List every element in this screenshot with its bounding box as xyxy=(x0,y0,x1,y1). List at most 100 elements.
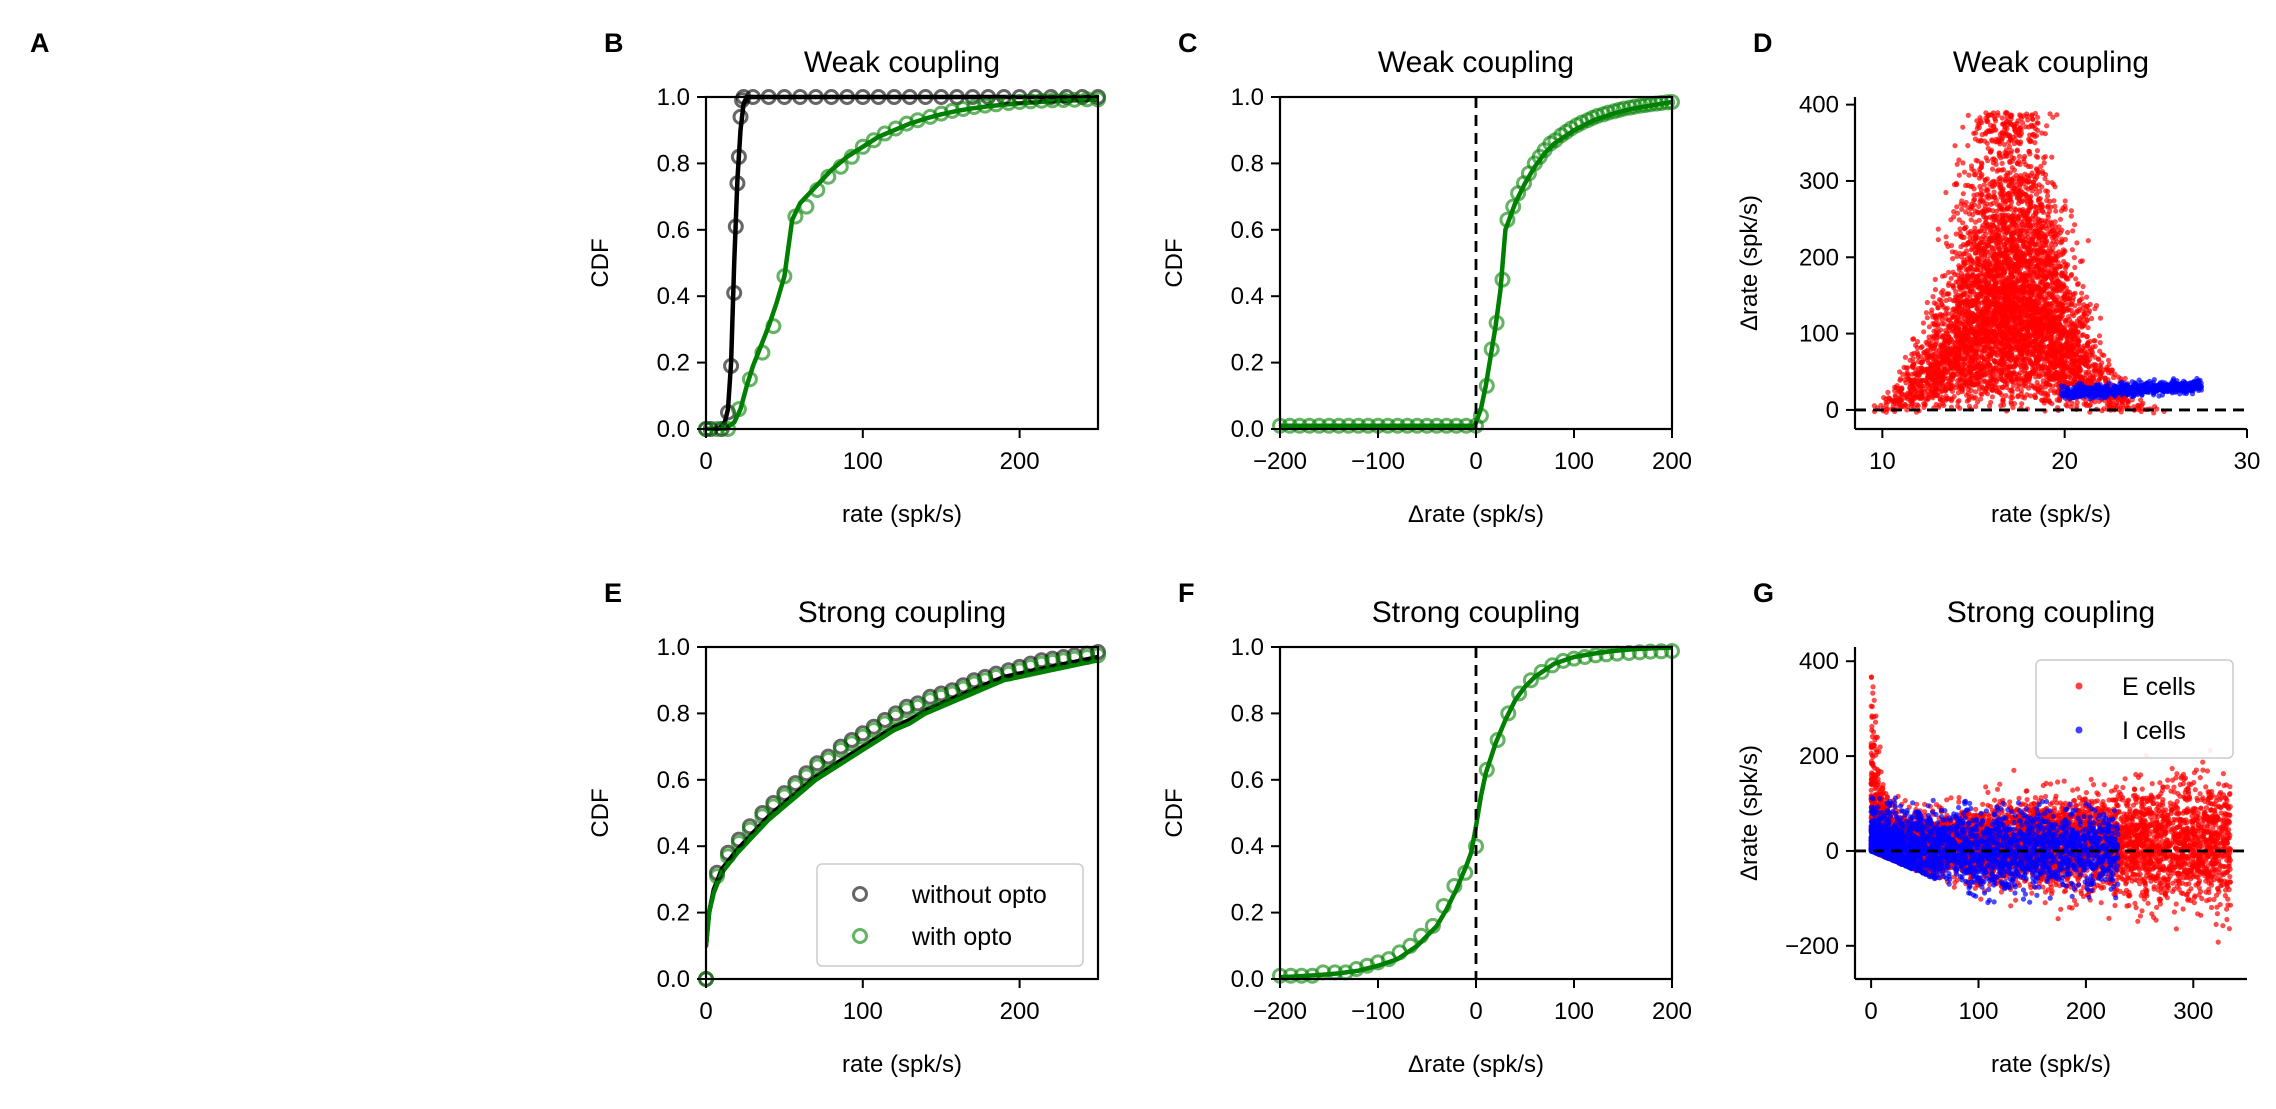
scatter-point xyxy=(1956,263,1962,269)
panel-letter-b: B xyxy=(604,28,624,58)
markers-without-opto xyxy=(698,89,1106,437)
scatter-point xyxy=(2044,226,2050,232)
scatter-point xyxy=(1974,323,1980,329)
scatter-point xyxy=(2001,142,2008,148)
scatter-point xyxy=(2062,373,2068,379)
scatter-point xyxy=(1974,259,1980,266)
scatter-point xyxy=(1974,118,1980,124)
scatter-point xyxy=(1958,366,1964,372)
panel-letter-d: D xyxy=(1753,28,1773,58)
scatter-point xyxy=(1965,230,1971,236)
scatter-point xyxy=(1987,274,1994,280)
marker-point xyxy=(843,148,860,165)
scatter-point xyxy=(2019,238,2025,244)
scatter-point xyxy=(1924,315,1930,321)
scatter-point xyxy=(2001,353,2008,359)
scatter-point xyxy=(1909,363,1916,369)
scatter-point xyxy=(1953,279,1959,285)
y-tick-label: 0.2 xyxy=(657,350,690,377)
scatter-point xyxy=(1946,269,1952,275)
scatter-point xyxy=(2009,165,2015,171)
scatter-point xyxy=(2016,200,2022,206)
scatter-point xyxy=(1980,223,1986,229)
scatter-point xyxy=(1992,273,1998,279)
scatter-point xyxy=(1967,206,1974,212)
scatter-point xyxy=(2048,204,2054,210)
scatter-point xyxy=(1949,376,1956,382)
scatter-point xyxy=(1944,361,1950,367)
scatter-point xyxy=(1955,298,1961,304)
scatter-point xyxy=(1932,276,1938,282)
scatter-point xyxy=(2052,184,2058,190)
scatter-point xyxy=(1921,400,1927,407)
scatter-point xyxy=(2033,191,2040,197)
scatter-point xyxy=(1966,172,1972,178)
scatter-point xyxy=(1998,182,2004,188)
scatter-point xyxy=(2083,371,2089,378)
marker-point xyxy=(820,168,837,185)
scatter-point xyxy=(1978,267,1984,273)
scatter-point xyxy=(2026,378,2032,384)
scatter-point xyxy=(1902,395,1908,401)
scatter-point xyxy=(1988,344,1995,351)
scatter-point xyxy=(1943,393,1949,399)
scatter-point xyxy=(2030,131,2036,137)
scatter-point xyxy=(1918,360,1924,366)
scatter-point xyxy=(2025,163,2031,169)
markers-with-opto xyxy=(698,91,1106,437)
scatter-point xyxy=(2009,342,2015,348)
scatter-point xyxy=(2076,347,2082,353)
scatter-point xyxy=(1899,404,1905,410)
scatter-point xyxy=(2064,403,2070,409)
scatter-point xyxy=(1999,392,2005,398)
y-tick-label: 0.4 xyxy=(1231,283,1264,310)
scatter-point xyxy=(2021,342,2027,348)
scatter-point xyxy=(1957,226,1963,232)
scatter-point xyxy=(2024,173,2031,179)
scatter-point xyxy=(2058,252,2064,258)
marker-point xyxy=(1044,92,1061,109)
scatter-point xyxy=(2076,298,2082,304)
scatter-point xyxy=(2054,288,2060,294)
scatter-point xyxy=(1998,279,2004,286)
scatter-point xyxy=(1977,138,1983,144)
scatter-point xyxy=(1988,399,1994,405)
scatter-point xyxy=(1989,166,1996,172)
scatter-point xyxy=(1982,310,1988,316)
scatter-point xyxy=(1997,292,2003,298)
scatter-point xyxy=(1960,242,1966,248)
scatter-point xyxy=(2096,333,2103,339)
scatter-point xyxy=(1934,360,1940,366)
scatter-point xyxy=(2051,296,2057,302)
scatter-point xyxy=(2044,364,2051,370)
scatter-point xyxy=(2027,195,2033,201)
scatter-point xyxy=(1974,192,1980,198)
scatter-point xyxy=(2002,219,2008,225)
scatter-point xyxy=(2047,111,2053,117)
scatter-point xyxy=(1914,371,1920,378)
scatter-point xyxy=(1961,343,1967,349)
scatter-point xyxy=(1976,203,1982,210)
scatter-point xyxy=(1945,311,1951,317)
scatter-point xyxy=(2087,301,2093,307)
scatter-point xyxy=(1976,346,1982,352)
scatter-point xyxy=(2000,397,2006,403)
scatter-point xyxy=(1941,367,1947,374)
scatter-point xyxy=(2041,160,2047,166)
scatter-point xyxy=(2003,240,2009,246)
marker-point xyxy=(1419,417,1435,434)
scatter-point xyxy=(2032,125,2038,132)
scatter-point xyxy=(1951,393,1957,400)
scatter-point xyxy=(2024,113,2030,119)
scatter-point xyxy=(1982,378,1988,384)
scatter-point xyxy=(2050,292,2056,298)
scatter-point xyxy=(1961,251,1967,257)
scatter-point xyxy=(1943,189,1949,196)
scatter-point xyxy=(2007,387,2013,393)
marker-point xyxy=(955,101,972,117)
scatter-point xyxy=(1954,325,1960,331)
scatter-point xyxy=(1990,213,1996,219)
scatter-point xyxy=(1994,362,2000,368)
scatter-point xyxy=(1926,338,1932,344)
